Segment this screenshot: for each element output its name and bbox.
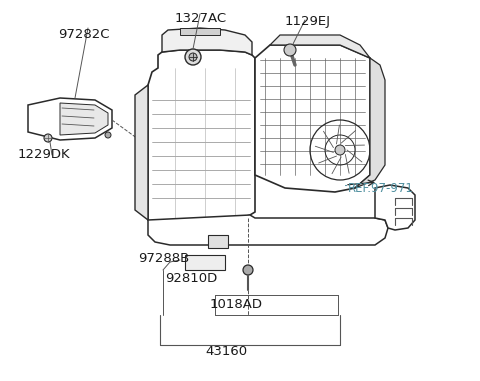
Circle shape bbox=[105, 132, 111, 138]
Circle shape bbox=[44, 134, 52, 142]
Polygon shape bbox=[60, 103, 108, 135]
Text: REF.97-971: REF.97-971 bbox=[348, 182, 414, 195]
Text: 43160: 43160 bbox=[205, 345, 247, 358]
Text: 97288B: 97288B bbox=[138, 252, 189, 265]
Polygon shape bbox=[255, 45, 370, 192]
Text: 1129EJ: 1129EJ bbox=[285, 15, 331, 28]
Circle shape bbox=[185, 49, 201, 65]
Text: 97282C: 97282C bbox=[58, 28, 109, 41]
Text: 92810D: 92810D bbox=[165, 272, 217, 285]
Circle shape bbox=[189, 53, 197, 61]
Polygon shape bbox=[208, 235, 228, 248]
Polygon shape bbox=[180, 28, 220, 35]
Polygon shape bbox=[355, 58, 385, 188]
Text: 1327AC: 1327AC bbox=[175, 12, 227, 25]
Polygon shape bbox=[28, 98, 112, 140]
Polygon shape bbox=[148, 215, 388, 245]
Polygon shape bbox=[270, 35, 370, 58]
Polygon shape bbox=[375, 185, 415, 230]
Circle shape bbox=[284, 44, 296, 56]
Text: 1018AD: 1018AD bbox=[210, 298, 263, 311]
Polygon shape bbox=[135, 85, 148, 220]
Circle shape bbox=[243, 265, 253, 275]
Circle shape bbox=[335, 145, 345, 155]
Polygon shape bbox=[148, 50, 255, 230]
Polygon shape bbox=[162, 28, 252, 55]
Text: 1229DK: 1229DK bbox=[18, 148, 71, 161]
Polygon shape bbox=[185, 255, 225, 270]
